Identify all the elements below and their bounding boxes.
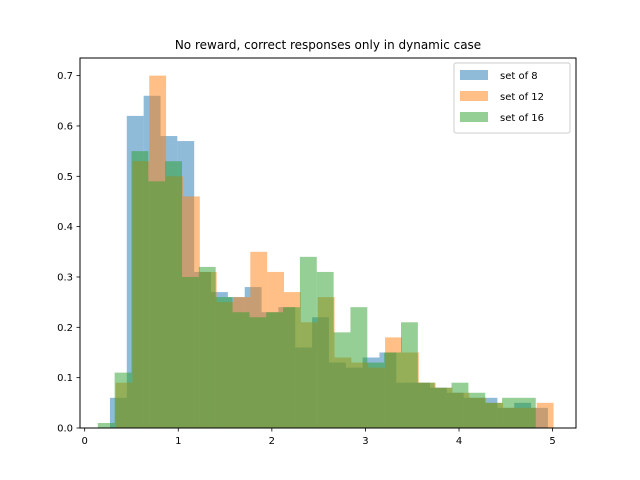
x-tick-label: 4 xyxy=(456,436,462,447)
bar xyxy=(451,382,469,428)
legend-swatch xyxy=(460,91,488,101)
bar xyxy=(182,276,199,428)
y-tick-label: 0.6 xyxy=(57,121,73,132)
y-tick-label: 0.1 xyxy=(57,373,73,384)
x-tick-label: 3 xyxy=(362,436,368,447)
legend-item: set of 16 xyxy=(460,112,544,124)
legend-item: set of 12 xyxy=(460,91,544,103)
bar xyxy=(299,256,317,428)
y-tick-label: 0.5 xyxy=(57,172,73,183)
bar xyxy=(249,317,267,428)
bar xyxy=(434,387,452,428)
y-axis: 0.0 0.1 0.2 0.3 0.4 0.5 0.6 0.7 xyxy=(57,71,80,435)
bar xyxy=(114,372,132,428)
legend-swatch xyxy=(460,112,488,122)
bar xyxy=(350,307,368,428)
bar xyxy=(333,332,351,428)
legend: set of 8 set of 12 set of 16 xyxy=(453,62,571,134)
y-tick-label: 0.7 xyxy=(57,71,73,82)
bar xyxy=(367,362,385,428)
chart-title: No reward, correct responses only in dyn… xyxy=(175,38,481,52)
legend-swatch xyxy=(460,70,488,80)
y-tick-label: 0.0 xyxy=(57,424,73,435)
bar xyxy=(97,422,115,428)
bars-layer xyxy=(97,75,554,429)
x-axis: 0 1 2 3 4 5 xyxy=(81,428,556,447)
legend-label: set of 8 xyxy=(500,71,538,82)
bar xyxy=(215,297,233,428)
bar xyxy=(401,322,418,428)
bar xyxy=(468,392,486,428)
bar xyxy=(283,307,300,428)
plot-frame xyxy=(79,57,577,429)
bar xyxy=(266,312,284,428)
x-tick-label: 1 xyxy=(175,436,181,447)
bar xyxy=(316,271,334,428)
bar xyxy=(485,402,503,428)
bar xyxy=(518,397,536,428)
bar xyxy=(417,382,435,428)
bar xyxy=(165,161,183,428)
bar xyxy=(148,181,166,428)
y-tick-label: 0.4 xyxy=(57,222,73,233)
bar xyxy=(536,402,554,428)
bar xyxy=(502,397,519,428)
bar xyxy=(384,352,401,428)
bar xyxy=(198,266,216,428)
bar xyxy=(232,312,250,428)
x-tick-label: 0 xyxy=(81,436,87,447)
legend-item: set of 8 xyxy=(460,70,538,82)
x-tick-label: 5 xyxy=(549,436,555,447)
bar xyxy=(131,151,149,428)
series-3-bars xyxy=(97,151,536,428)
legend-label: set of 16 xyxy=(500,113,544,124)
y-tick-label: 0.2 xyxy=(57,323,73,334)
y-tick-label: 0.3 xyxy=(57,272,73,283)
legend-label: set of 12 xyxy=(500,92,544,103)
x-tick-label: 2 xyxy=(269,436,275,447)
